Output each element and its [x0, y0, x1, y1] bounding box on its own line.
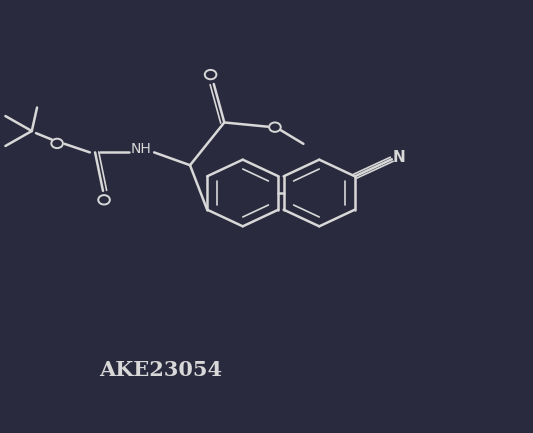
Text: N: N — [392, 149, 405, 165]
Text: NH: NH — [131, 142, 152, 156]
Text: AKE23054: AKE23054 — [100, 360, 223, 380]
